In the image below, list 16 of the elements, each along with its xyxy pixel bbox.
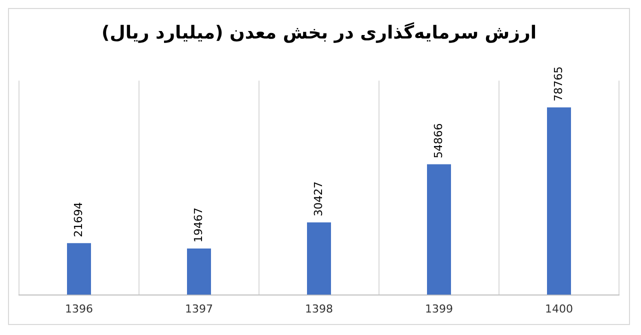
bar bbox=[187, 248, 211, 295]
data-label: 54866 bbox=[432, 123, 445, 158]
data-label: 21694 bbox=[72, 202, 85, 238]
x-tick-label: 1397 bbox=[185, 302, 213, 316]
x-tick-label: 1399 bbox=[425, 302, 453, 316]
data-label: 19467 bbox=[192, 207, 205, 242]
chart-title: ارزش سرمایه‌گذاری در بخش معدن (میلیارد ریال) bbox=[101, 21, 537, 44]
bar bbox=[67, 243, 91, 295]
data-label: 78765 bbox=[552, 66, 565, 102]
bar bbox=[307, 222, 331, 295]
x-tick-label: 1396 bbox=[65, 302, 93, 316]
x-tick-label: 1400 bbox=[545, 302, 573, 316]
data-label: 30427 bbox=[312, 181, 325, 216]
bar bbox=[427, 164, 451, 295]
bar bbox=[547, 107, 571, 295]
x-tick-label: 1398 bbox=[305, 302, 333, 316]
